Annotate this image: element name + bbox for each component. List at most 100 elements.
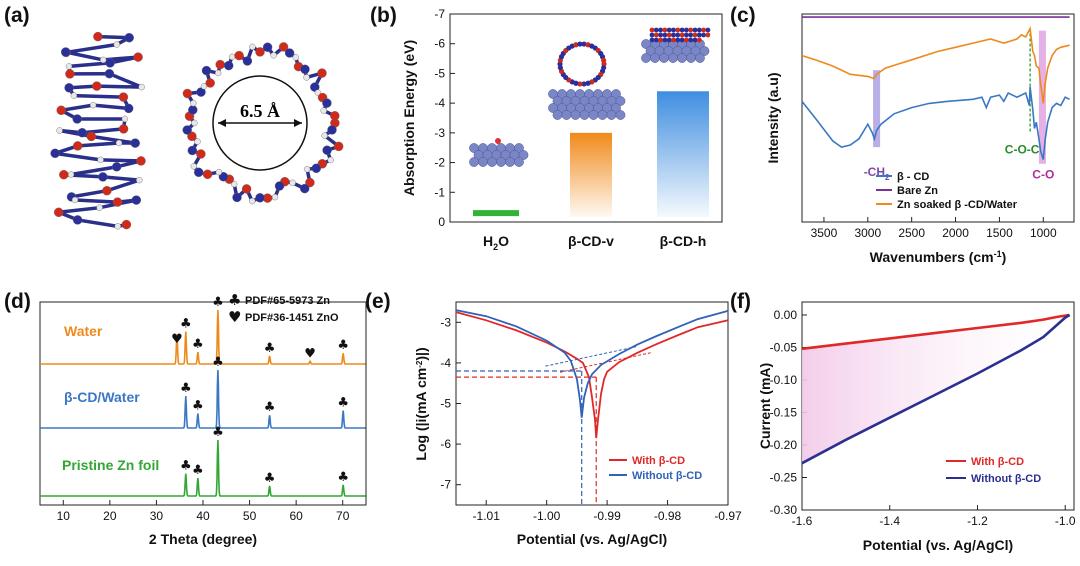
- cd-horizontal-icon-atom: [658, 37, 663, 43]
- slab-cdh-icon-atom: [641, 53, 651, 63]
- cd-vertical-icon-atom: [581, 41, 587, 47]
- ring-atom: [242, 56, 253, 66]
- annotation-ch2: -CH2: [864, 165, 890, 182]
- cd-horizontal-icon-atom: [666, 37, 672, 43]
- panel-e-xtick-label: -0.98: [654, 509, 682, 523]
- ring-atom: [305, 177, 315, 188]
- left-atom: [89, 101, 97, 109]
- left-atom: [56, 127, 63, 134]
- left-atom: [86, 131, 97, 142]
- cd-horizontal-icon-atom: [649, 37, 655, 43]
- ring-atom: [218, 171, 229, 182]
- cd-horizontal-icon-atom: [696, 27, 702, 33]
- panel-label-b: (b): [370, 4, 397, 27]
- left-atom: [60, 47, 71, 57]
- panel-label-f: (f): [730, 290, 751, 313]
- ring-atom: [190, 99, 197, 107]
- left-bond: [108, 72, 143, 89]
- zn-peak-marker: ♣: [264, 471, 276, 486]
- left-atom: [130, 138, 140, 148]
- ring-atom: [215, 59, 225, 70]
- slab-h2o-icon-atom: [505, 157, 515, 167]
- cd-horizontal-icon-atom: [666, 27, 672, 33]
- slab-h2o-icon-atom: [518, 150, 529, 160]
- ring-atom: [191, 119, 198, 127]
- slab-cdv-icon-atom: [615, 110, 626, 120]
- ring-atom: [311, 163, 321, 174]
- zn-peak-marker: ♣: [180, 381, 192, 396]
- left-atom: [138, 83, 145, 91]
- panel-b-xlabel-1: β-CD-v: [568, 233, 614, 249]
- panel-c-legend-label: β - CD: [897, 171, 929, 183]
- ring-atom: [274, 181, 285, 191]
- cd-horizontal-icon-atom: [666, 32, 672, 38]
- left-bond: [102, 175, 140, 182]
- ring-atom: [300, 64, 310, 75]
- cd-vertical-icon-atom: [585, 80, 591, 86]
- panel-c-xtick-label: 2000: [942, 226, 969, 240]
- ring-atom: [327, 125, 337, 135]
- zn-peak-marker: ♣: [337, 470, 349, 485]
- slab-cdv-icon-atom: [611, 89, 621, 99]
- panel-d-xlabel: 2 Theta (degree): [149, 531, 257, 547]
- left-atom: [50, 148, 60, 159]
- ring-atom: [321, 132, 328, 139]
- ring-atom: [327, 156, 334, 164]
- ring-atom: [334, 141, 344, 152]
- panel-d-series-label-pristine-zn-foil: Pristine Zn foil: [62, 457, 159, 473]
- panel-b-ytick-label: -5: [434, 66, 445, 80]
- left-atom: [111, 162, 122, 172]
- slab-cdv-icon-atom: [579, 110, 590, 120]
- left-bond: [71, 188, 108, 199]
- panel-f-ytick-label: -0.05: [770, 341, 798, 355]
- panel-b-frame: [449, 13, 723, 223]
- cd-horizontal-icon-atom: [649, 32, 655, 38]
- left-atom: [64, 83, 74, 93]
- panel-f-ytick-label: -0.10: [770, 373, 798, 387]
- ring-atom: [322, 98, 332, 108]
- cd-vertical-icon-atom: [577, 41, 583, 47]
- zn-peak-marker: ♣: [337, 396, 349, 411]
- panel-c-legend-label: Zn soaked β -CD/Water: [897, 199, 1018, 211]
- ring-atom: [322, 145, 332, 155]
- panel-c-ylabel: Intensity (a.u): [765, 72, 781, 163]
- panel-f-xtick-label: -1.2: [967, 514, 988, 528]
- cd-horizontal-icon-atom: [671, 27, 676, 33]
- left-atom: [56, 105, 66, 116]
- cd-horizontal-icon-atom: [696, 37, 702, 43]
- left-atom: [71, 196, 79, 204]
- ring-atom: [278, 42, 289, 52]
- panel-e-xlabel: Potential (vs. Ag/AgCl): [517, 531, 667, 547]
- cd-horizontal-icon-atom: [662, 27, 668, 33]
- slab-h2o-icon-atom: [496, 157, 506, 167]
- zn-peak-marker: ♣: [192, 463, 204, 478]
- panel-d-xtick-label: 30: [150, 509, 164, 523]
- left-atom: [54, 207, 64, 218]
- cd-horizontal-icon-atom: [692, 32, 698, 38]
- ring-atom: [182, 125, 192, 135]
- ring-atom: [196, 149, 206, 159]
- panel-f-ytick-label: -0.20: [770, 438, 798, 452]
- panel-e-ylabel: Log (|i(mA cm-2)|): [413, 347, 429, 460]
- panel-e-chart: -1.01 -1.00 -0.99 -0.98 -0.97 -3 -4 -5 -6 -7 Poten…: [413, 301, 742, 547]
- ring-atom: [190, 163, 198, 170]
- slab-cdv-icon-atom: [606, 110, 617, 120]
- zn-peak-marker: ♣: [212, 425, 224, 440]
- slab-cdv-icon-atom: [597, 110, 608, 120]
- zno-peak-marker: ♥: [304, 346, 316, 361]
- left-atom: [136, 176, 143, 184]
- left-atom: [77, 127, 87, 138]
- molecule-ring-icon: [182, 42, 344, 205]
- left-atom: [93, 31, 103, 42]
- left-bond: [77, 141, 120, 148]
- ring-atom: [205, 78, 215, 88]
- slab-cdh-icon-atom: [677, 53, 687, 63]
- ring-atom: [310, 82, 320, 92]
- left-atom: [115, 139, 123, 147]
- zn-peak-marker: ♣: [192, 337, 204, 352]
- zno-peak-marker: ♥: [171, 332, 183, 347]
- cd-horizontal-icon-atom: [679, 27, 685, 33]
- panel-f-legend-label: With β-CD: [971, 456, 1024, 468]
- cd-horizontal-icon-atom: [696, 32, 702, 38]
